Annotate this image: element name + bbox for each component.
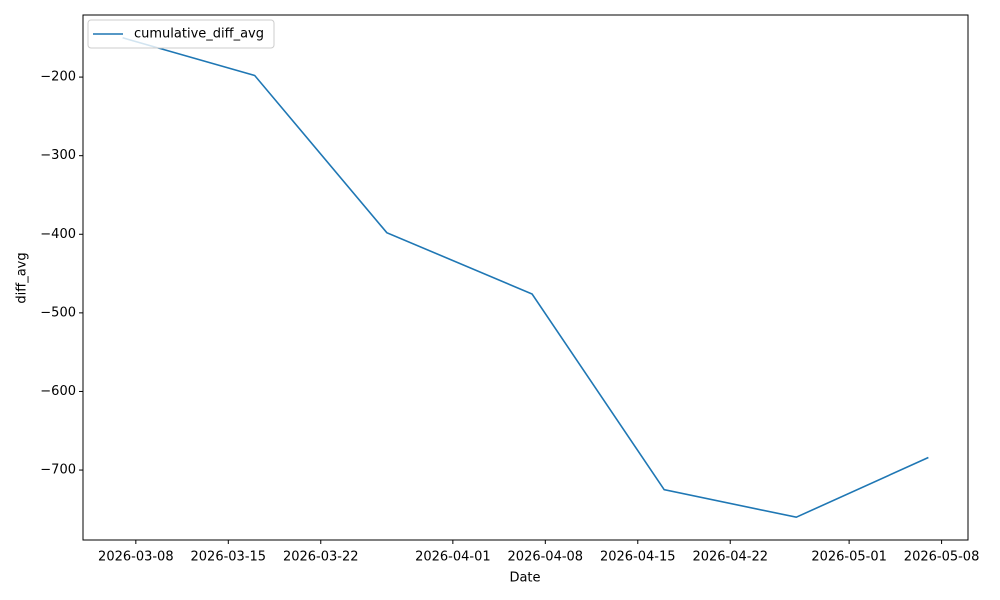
- x-tick-label: 2026-04-22: [692, 550, 768, 565]
- y-axis-label: diff_avg: [15, 252, 30, 303]
- y-tick-label: −200: [40, 70, 76, 85]
- y-tick-label: −500: [40, 305, 76, 320]
- x-tick-label: 2026-05-01: [811, 550, 887, 565]
- x-tick-label: 2026-05-08: [904, 550, 980, 565]
- legend-label: cumulative_diff_avg: [134, 27, 264, 42]
- legend-box: [87, 19, 275, 49]
- y-tick-label: −600: [40, 384, 76, 399]
- x-tick-label: 2026-04-08: [508, 550, 584, 565]
- y-tick-label: −400: [40, 227, 76, 242]
- x-tick-label: 2026-04-01: [415, 550, 491, 565]
- line: [122, 37, 929, 519]
- x-axis-label: Date: [509, 571, 540, 586]
- x-tick-label: 2026-03-15: [191, 550, 267, 565]
- plot-frame: [82, 14, 969, 541]
- x-tick-label: 2026-04-15: [600, 550, 676, 565]
- x-tick-label: 2026-03-22: [283, 550, 359, 565]
- y-tick-label: −700: [40, 463, 76, 478]
- y-tick-label: −300: [40, 148, 76, 163]
- x-tick-label: 2026-03-08: [98, 550, 174, 565]
